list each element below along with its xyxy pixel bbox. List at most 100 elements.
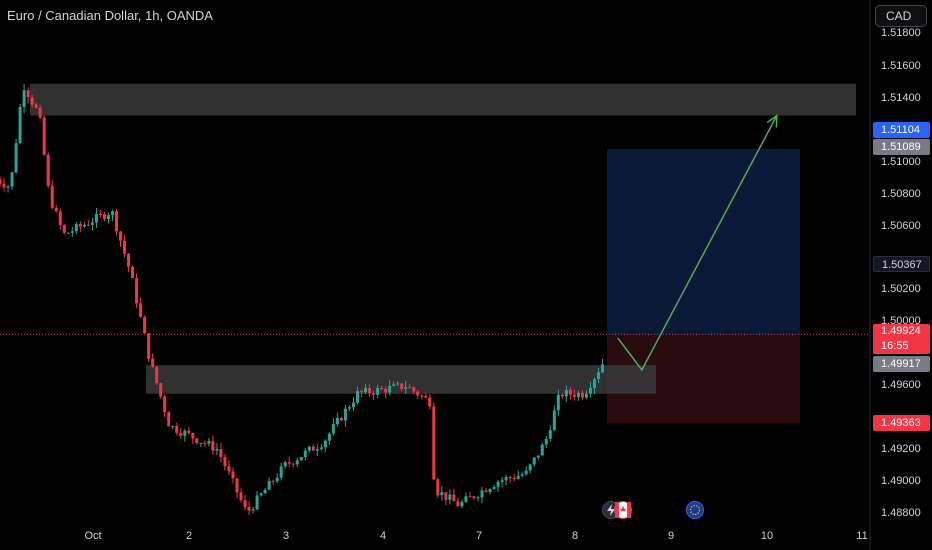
candle-body [90,222,94,225]
candle-body [18,106,22,144]
candle-body [580,392,584,398]
candle-body [512,478,516,480]
candle-body [392,384,396,387]
candle-body [299,456,303,461]
symbol-title: Euro / Canadian Dollar, 1h, OANDA [7,8,213,23]
candle-body [468,496,472,498]
candle-body [376,388,380,395]
price-tick: 1.48800 [881,507,921,519]
projection-arrow [617,115,778,372]
candle-body [2,183,6,188]
candle-body [82,224,86,227]
candle-body [223,456,227,467]
candle-body [476,497,480,499]
candle-body [251,509,255,511]
candle-body [74,224,78,232]
candle-body [364,388,368,393]
candle-body [259,493,263,496]
candle-body [488,489,492,493]
candle-body [119,231,123,241]
candle-body [26,90,30,98]
candle-body [98,213,102,215]
candle-body [243,500,247,508]
candle-body [323,440,327,448]
candle-body [544,438,548,445]
candle-body [408,387,412,389]
candle-body [147,333,151,359]
candle-body [464,496,468,502]
candle-body [271,480,275,482]
candle-body [347,407,351,409]
candle-body [86,224,90,226]
candle-body [275,477,279,482]
price-tick: 1.49200 [881,443,921,455]
price-tick: 1.51000 [881,156,921,168]
candle-body [343,408,347,421]
candle-body [163,396,167,413]
price-tick: 1.50600 [881,220,921,232]
candle-body [592,378,596,388]
candle-body [94,213,98,223]
candle-body [456,501,460,507]
candle-body [303,450,307,457]
candle-body [199,442,203,444]
candle-body [263,489,267,494]
canada-flag-icon[interactable] [614,501,632,519]
candle-body [78,224,82,227]
candle-body [131,266,135,279]
resistance-zone [30,83,856,116]
currency-selector-button[interactable]: CAD [875,5,927,27]
candle-body [38,107,42,118]
candle-body [211,441,215,451]
candle-body [460,501,464,507]
candle-body [339,417,343,421]
current-price-tag: 1.49924 16:55 [873,324,930,354]
candle-body [552,410,556,431]
candle-body [584,393,588,398]
candle-body [279,466,283,478]
candle-body [227,466,231,472]
candle-body [372,393,376,395]
candle-body [0,179,2,184]
candle-body [307,446,311,451]
candle-body [46,154,50,186]
candle-body [54,207,58,212]
candle-body [167,412,171,427]
price-tick: 1.51800 [881,27,921,39]
candle-body [572,394,576,397]
candle-body [536,455,540,458]
candle-body [207,441,211,444]
candle-body [388,386,392,393]
candle-body [500,480,504,482]
candle-body [115,211,118,232]
candle-body [424,395,428,398]
eu-flag-icon[interactable] [686,501,704,519]
candle-body [548,430,552,439]
candle-body [360,390,364,393]
candle-body [50,185,54,208]
time-tick: 2 [185,530,193,542]
candle-body [496,481,500,487]
candle-body [219,449,223,457]
candle-body [351,402,355,408]
candle-body [508,477,512,479]
candle-body [428,397,432,407]
candle-body [412,387,416,392]
candle-body [235,478,239,493]
time-tick: 3 [282,530,290,542]
candle-body [568,389,572,395]
candle-body [528,464,532,471]
candle-body [159,383,163,397]
candle-body [151,358,155,367]
time-tick: 4 [379,530,387,542]
candle-body [155,366,159,384]
candle-body [315,448,319,451]
candle-body [311,446,315,451]
candle-body [601,364,605,373]
candle-body [404,387,408,389]
time-tick: 7 [475,530,483,542]
candle-body [42,117,46,155]
candle-body [532,457,536,465]
candle-body [356,390,359,403]
